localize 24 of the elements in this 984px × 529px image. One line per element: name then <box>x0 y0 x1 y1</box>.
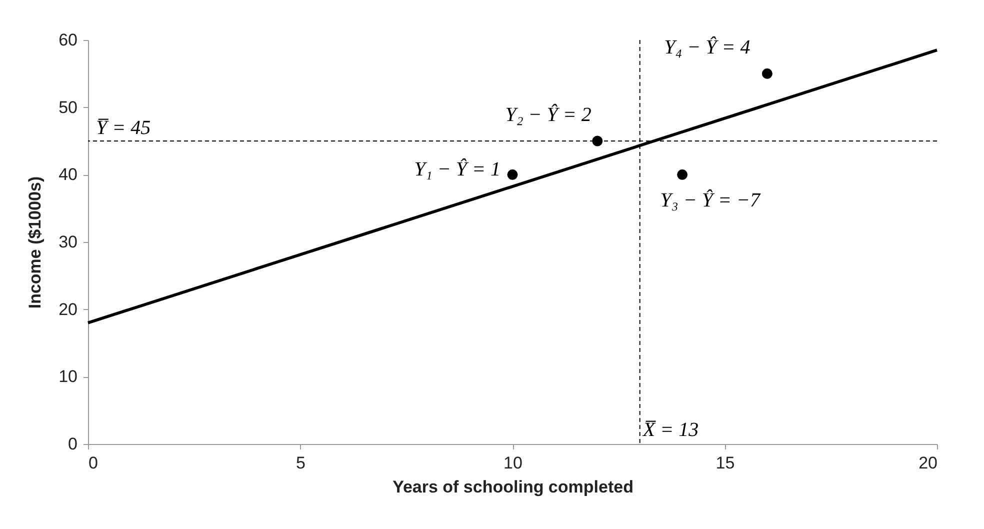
y-tick-label: 50 <box>58 98 78 117</box>
point <box>507 169 518 180</box>
y-axis-title: Income ($1000s) <box>26 176 45 309</box>
annotation: Y₁ − Ŷ = 1 <box>414 158 500 181</box>
x-tick-label: 20 <box>918 454 938 472</box>
annotation: Y₃ − Ŷ = −7 <box>660 188 761 212</box>
annotation: Y₄ − Ŷ = 4 <box>664 36 750 59</box>
point <box>677 169 688 180</box>
annotation: Y₂ − Ŷ = 2 <box>505 103 592 126</box>
point <box>592 136 603 146</box>
ref-line-label: Y̅ = 45 <box>96 117 151 139</box>
y-tick-label: 30 <box>58 232 78 252</box>
y-tick-label: 10 <box>58 367 78 386</box>
x-tick-label: 15 <box>716 454 735 472</box>
x-tick-label: 5 <box>296 454 306 472</box>
point <box>762 68 772 79</box>
y-tick-label: 20 <box>58 300 78 319</box>
x-tick-label: 10 <box>504 454 522 472</box>
y-tick-label: 40 <box>58 165 78 184</box>
y-tick-label: 60 <box>58 30 78 50</box>
x-axis-title: Years of schooling completed <box>392 478 634 496</box>
ref-line-label: X̅ = 13 <box>642 419 699 441</box>
y-tick-label: 0 <box>68 434 78 454</box>
x-tick-label: 0 <box>88 454 98 472</box>
